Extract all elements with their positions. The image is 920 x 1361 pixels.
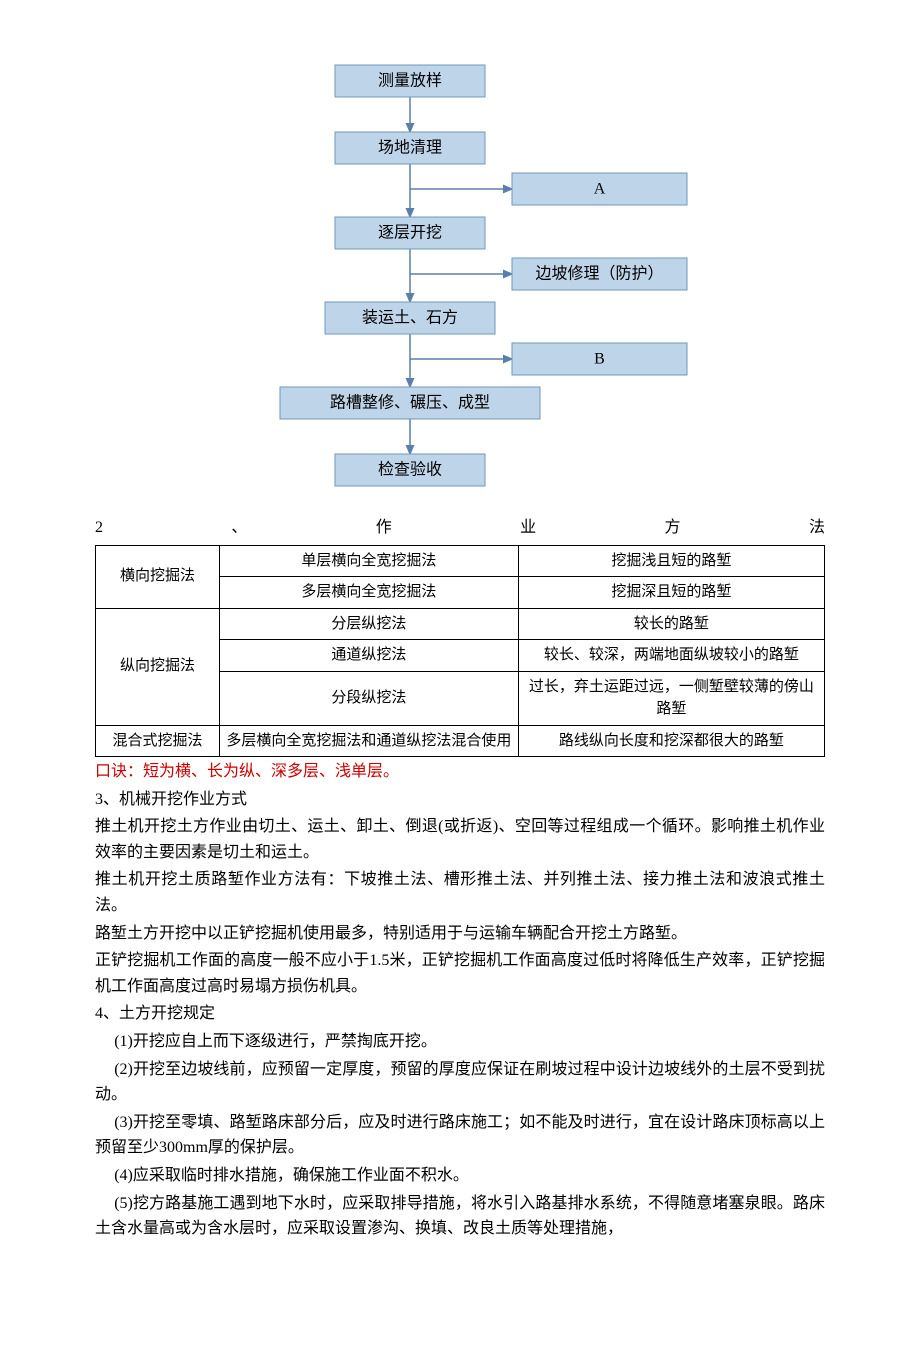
paragraph: 推土机开挖土质路堑作业方法有：下坡推土法、槽形推土法、并列推土法、接力推土法和波… [95, 867, 825, 918]
cell: 混合式挖掘法 [96, 725, 220, 757]
cell: 挖掘深且短的路堑 [518, 577, 824, 609]
paragraph: 推土机开挖土方作业由切土、运土、卸土、倒退(或折返)、空回等过程组成一个循环。影… [95, 814, 825, 865]
cell: 过长，弃土运距过远，一侧堑壁较薄的傍山路堑 [518, 671, 824, 725]
section-2-title: 2 、 作 业 方 法 [95, 515, 825, 541]
cell: 横向挖掘法 [96, 545, 220, 608]
svg-text:装运土、石方: 装运土、石方 [362, 309, 458, 327]
svg-text:路槽整修、碾压、成型: 路槽整修、碾压、成型 [330, 394, 490, 412]
cell: 挖掘浅且短的路堑 [518, 545, 824, 577]
svg-text:A: A [594, 181, 606, 198]
cell: 单层横向全宽挖掘法 [219, 545, 518, 577]
cell: 路线纵向长度和挖深都很大的路堑 [518, 725, 824, 757]
cell: 多层横向全宽挖掘法和通道纵挖法混合使用 [219, 725, 518, 757]
list-item: (5)挖方路基施工遇到地下水时，应采取排导措施，将水引入路基排水系统，不得随意堵… [95, 1191, 825, 1242]
svg-text:逐层开挖: 逐层开挖 [378, 224, 442, 242]
process-flowchart: 测量放样场地清理 A 逐层开挖边坡修理（防护） 装运土、石方 B 路槽整修、碾压、成型检查… [95, 60, 825, 495]
table-row: 混合式挖掘法 多层横向全宽挖掘法和通道纵挖法混合使用 路线纵向长度和挖深都很大的… [96, 725, 825, 757]
table-row: 纵向挖掘法 分层纵挖法 较长的路堑 [96, 608, 825, 640]
mnemonic: 口诀：短为横、长为纵、深多层、浅单层。 [95, 759, 825, 785]
svg-text:边坡修理（防护）: 边坡修理（防护） [535, 265, 663, 283]
paragraph: 正铲挖掘机工作面的高度一般不应小于1.5米，正铲挖掘机工作面高度过低时将降低生产… [95, 948, 825, 999]
list-item: (3)开挖至零填、路堑路床部分后，应及时进行路床施工；如不能及时进行，宜在设计路… [95, 1110, 825, 1161]
cell: 通道纵挖法 [219, 640, 518, 672]
cell: 分层纵挖法 [219, 608, 518, 640]
cell: 较长、较深，两端地面纵坡较小的路堑 [518, 640, 824, 672]
methods-table: 横向挖掘法 单层横向全宽挖掘法 挖掘浅且短的路堑 多层横向全宽挖掘法 挖掘深且短… [95, 545, 825, 758]
cell: 较长的路堑 [518, 608, 824, 640]
table-row: 横向挖掘法 单层横向全宽挖掘法 挖掘浅且短的路堑 [96, 545, 825, 577]
cell: 纵向挖掘法 [96, 608, 220, 725]
section-3-title: 3、机械开挖作业方式 [95, 787, 825, 813]
list-item: (4)应采取临时排水措施，确保施工作业面不积水。 [95, 1163, 825, 1189]
svg-text:B: B [594, 351, 605, 368]
paragraph: 路堑土方开挖中以正铲挖掘机使用最多，特别适用于与运输车辆配合开挖土方路堑。 [95, 921, 825, 947]
cell: 分段纵挖法 [219, 671, 518, 725]
svg-text:检查验收: 检查验收 [378, 461, 442, 479]
cell: 多层横向全宽挖掘法 [219, 577, 518, 609]
svg-text:场地清理: 场地清理 [378, 139, 442, 157]
list-item: (2)开挖至边坡线前，应预留一定厚度，预留的厚度应保证在刷坡过程中设计边坡线外的… [95, 1057, 825, 1108]
section-4-title: 4、土方开挖规定 [95, 1001, 825, 1027]
list-item: (1)开挖应自上而下逐级进行，严禁掏底开挖。 [95, 1029, 825, 1055]
svg-text:测量放样: 测量放样 [378, 72, 442, 90]
